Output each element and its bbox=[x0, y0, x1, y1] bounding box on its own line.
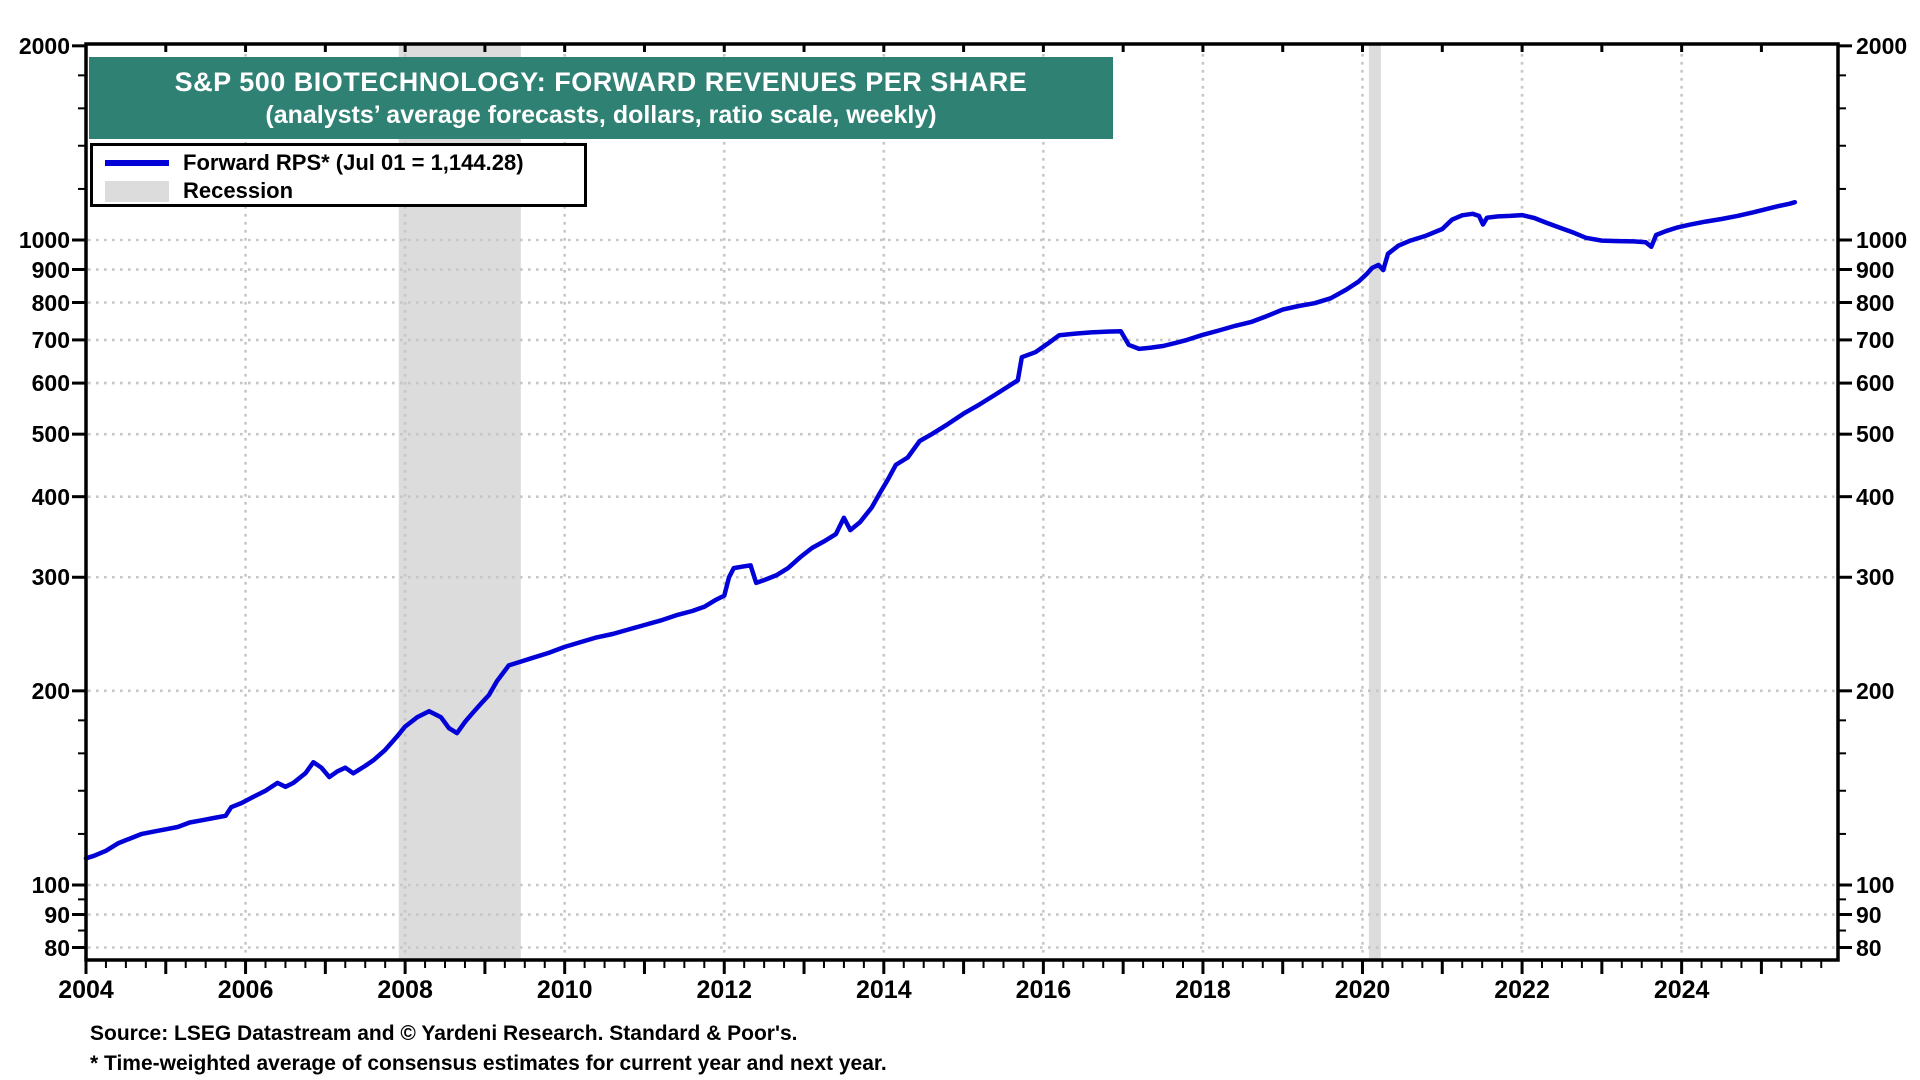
y-axis-tick-label-left: 800 bbox=[31, 289, 70, 316]
y-axis-tick-label-left: 2000 bbox=[18, 32, 70, 59]
y-axis-tick-label-right: 80 bbox=[1856, 934, 1882, 961]
source-text: Source: LSEG Datastream and © Yardeni Re… bbox=[90, 1022, 798, 1045]
y-axis-tick-label-right: 2000 bbox=[1856, 32, 1908, 59]
legend-box: Forward RPS* (Jul 01 = 1,144.28) Recessi… bbox=[90, 143, 587, 207]
y-axis-tick-label-left: 100 bbox=[31, 872, 70, 898]
y-axis-tick-label-right: 300 bbox=[1856, 564, 1895, 591]
y-axis-tick-label-left: 200 bbox=[31, 677, 70, 704]
legend-series-label: Forward RPS* (Jul 01 = 1,144.28) bbox=[183, 150, 524, 175]
series-line bbox=[83, 199, 1798, 861]
y-axis-tick-label-right: 700 bbox=[1856, 326, 1895, 353]
y-axis-tick-label-left: 500 bbox=[31, 421, 70, 448]
x-axis-tick-label: 2016 bbox=[1015, 976, 1072, 1004]
y-axis-tick-label-left: 300 bbox=[31, 564, 70, 591]
x-axis-tick-label: 2004 bbox=[58, 976, 114, 1004]
y-axis-tick-label-right: 100 bbox=[1856, 872, 1895, 898]
y-axis-tick-label-left: 1000 bbox=[18, 227, 70, 253]
x-axis-tick-label: 2014 bbox=[856, 976, 912, 1004]
chart-subtitle: (analysts’ average forecasts, dollars, r… bbox=[265, 101, 937, 129]
series-line-swatch bbox=[105, 160, 169, 166]
title-banner: S&P 500 BIOTECHNOLOGY: FORWARD REVENUES … bbox=[89, 57, 1113, 139]
x-axis-tick-label: 2008 bbox=[377, 976, 433, 1004]
chart-title: S&P 500 BIOTECHNOLOGY: FORWARD REVENUES … bbox=[174, 67, 1028, 97]
x-axis-tick-label: 2006 bbox=[217, 976, 274, 1004]
legend-row-series: Forward RPS* (Jul 01 = 1,144.28) bbox=[105, 149, 584, 177]
y-axis-tick-label-right: 600 bbox=[1856, 370, 1895, 397]
y-axis-tick-label-right: 1000 bbox=[1856, 227, 1908, 253]
y-axis-tick-label-right: 400 bbox=[1856, 483, 1895, 510]
plot-border bbox=[84, 42, 1840, 962]
footnote-text: * Time-weighted average of consensus est… bbox=[90, 1052, 887, 1075]
legend-recession-label: Recession bbox=[183, 178, 294, 203]
legend-row-recession: Recession bbox=[105, 177, 584, 205]
y-axis-tick-label-right: 500 bbox=[1856, 421, 1895, 448]
x-axis-tick-label: 2024 bbox=[1653, 976, 1710, 1004]
y-axis-tick-label-left: 700 bbox=[31, 326, 70, 353]
x-axis-tick-label: 2012 bbox=[696, 976, 753, 1004]
y-axis-tick-label-right: 90 bbox=[1856, 901, 1882, 928]
x-axis-tick-label: 2020 bbox=[1334, 976, 1391, 1004]
x-axis-tick-label: 2010 bbox=[536, 976, 593, 1004]
recession-band-swatch bbox=[105, 180, 169, 202]
y-axis-tick-label-right: 900 bbox=[1856, 256, 1895, 283]
y-axis-tick-label-left: 90 bbox=[44, 901, 70, 928]
y-axis-tick-label-left: 600 bbox=[31, 370, 70, 397]
y-axis-tick-label-left: 400 bbox=[31, 483, 70, 510]
x-axis-tick-label: 2022 bbox=[1494, 976, 1550, 1004]
y-axis-tick-label-left: 900 bbox=[31, 256, 70, 283]
y-axis-tick-label-right: 200 bbox=[1856, 677, 1895, 704]
y-axis-tick-label-right: 800 bbox=[1856, 289, 1895, 316]
y-axis-tick-label-left: 80 bbox=[44, 934, 70, 961]
recession-band bbox=[1368, 44, 1381, 960]
x-axis-tick-label: 2018 bbox=[1175, 976, 1231, 1004]
